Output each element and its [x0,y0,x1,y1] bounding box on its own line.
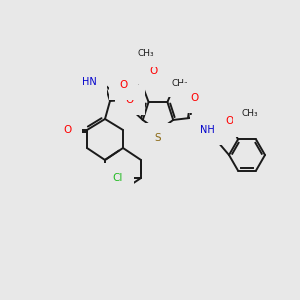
Text: Cl: Cl [113,173,123,183]
Text: HN: HN [82,77,97,87]
Text: O: O [119,80,128,90]
Text: O: O [190,93,198,103]
Text: S: S [155,133,161,143]
Text: O: O [226,116,234,126]
Text: NH: NH [200,125,214,135]
Text: O: O [63,125,71,135]
Text: CH₃: CH₃ [242,109,258,118]
Text: O: O [149,66,158,76]
Text: CH₃: CH₃ [171,79,188,88]
Text: CH₃: CH₃ [137,49,154,58]
Text: O: O [126,95,134,105]
